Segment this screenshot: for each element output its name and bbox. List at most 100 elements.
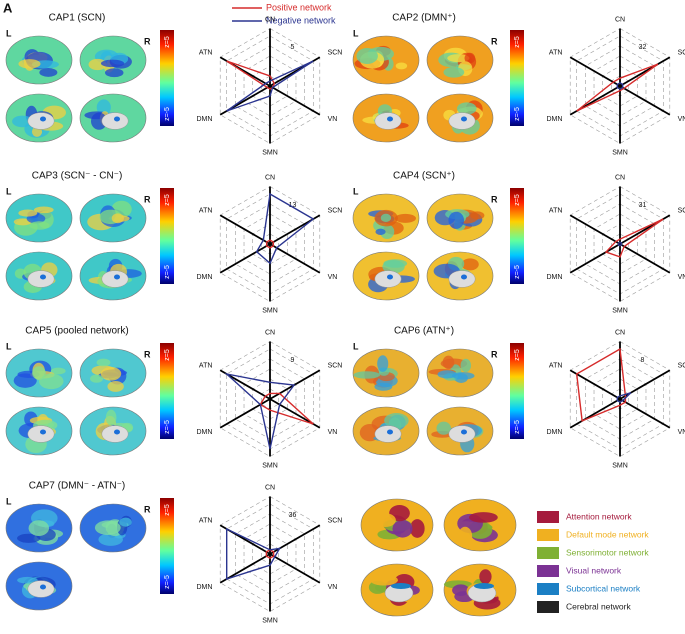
- brain-subcortex: [387, 429, 393, 435]
- colorbar-label: z=-5: [164, 575, 171, 589]
- colorbar: [160, 30, 174, 126]
- radar-axis-label: CN: [615, 174, 625, 181]
- network-label: Visual network: [566, 565, 622, 575]
- hemisphere-label: L: [6, 496, 12, 506]
- radar-series: [576, 63, 659, 112]
- colorbar: [510, 188, 524, 284]
- brain-patch: [469, 512, 498, 523]
- radar-axis: [219, 243, 271, 274]
- radar-tick-label: 13: [289, 202, 297, 209]
- brain-medial-wall: [448, 270, 476, 288]
- brain-patch: [443, 66, 465, 78]
- network-label: Default mode network: [566, 529, 649, 539]
- hemisphere-label: L: [353, 186, 359, 196]
- radar-axis-label: VN: [328, 274, 338, 281]
- brain-medial-wall: [27, 270, 55, 288]
- radar-axis-label: VN: [678, 429, 685, 436]
- brain-patch: [447, 54, 470, 63]
- brain-medial-wall: [27, 425, 55, 443]
- radar-axis-label: SCN: [678, 208, 685, 215]
- radar-axis: [269, 553, 321, 584]
- radar-axis-label: VN: [678, 116, 685, 123]
- hemisphere-label: R: [144, 349, 151, 359]
- legend-label: Positive network: [266, 2, 332, 12]
- radar-axis-label: ATN: [199, 363, 212, 370]
- brain-subcortex: [114, 274, 120, 280]
- brain-patch: [370, 574, 398, 586]
- brain-patch: [395, 62, 408, 70]
- brain-medial-wall: [374, 270, 402, 288]
- brain-patch: [32, 366, 46, 380]
- colorbar-label: z=-5: [164, 265, 171, 279]
- brain-patch: [460, 358, 472, 373]
- network-label: Cerebral network: [566, 601, 631, 611]
- brain-medial-wall: [27, 112, 55, 130]
- colorbar-label: z=-5: [514, 107, 521, 121]
- colorbar-label: z=5: [514, 36, 521, 48]
- brain-medial-wall: [448, 112, 476, 130]
- hemisphere-label: R: [491, 194, 498, 204]
- brain-patch: [90, 374, 104, 383]
- colorbar-label: z=5: [514, 194, 521, 206]
- brain-patch: [96, 99, 111, 116]
- radar-series: [617, 241, 623, 247]
- radar-axis-label: VN: [328, 116, 338, 123]
- radar-axis-label: VN: [678, 274, 685, 281]
- legend-label: Negative network: [266, 15, 336, 25]
- brain-subcortex: [40, 429, 46, 435]
- chart-title: CAP1 (SCN): [49, 13, 106, 24]
- chart-title: CAP2 (DMN⁺): [392, 13, 456, 24]
- brain-subcortex: [461, 429, 467, 435]
- chart-title: CAP3 (SCN⁻ - CN⁻): [32, 171, 123, 182]
- chart-title: CAP7 (DMN⁻ - ATN⁻): [29, 481, 125, 492]
- network-swatch: [537, 565, 559, 577]
- radar-series: [259, 392, 314, 425]
- radar-tick-label: 36: [289, 512, 297, 519]
- radar-axis-label: CN: [265, 16, 275, 23]
- chart-title: CAP5 (pooled network): [25, 326, 128, 337]
- brain-patch: [452, 372, 475, 380]
- colorbar: [160, 188, 174, 284]
- network-swatch: [537, 529, 559, 541]
- hemisphere-label: R: [144, 194, 151, 204]
- radar-axis-label: DMN: [546, 116, 562, 123]
- network-label: Sensorimotor network: [566, 547, 649, 557]
- colorbar-label: z=5: [514, 349, 521, 361]
- panel-label: A: [3, 0, 13, 15]
- radar-series: [255, 192, 315, 265]
- brain-patch: [107, 381, 124, 392]
- brain-patch: [377, 355, 389, 372]
- brain-patch: [448, 211, 465, 229]
- brain-subcortex: [461, 116, 467, 122]
- radar-series: [226, 60, 314, 112]
- brain-medial-wall: [448, 425, 476, 443]
- radar-series: [616, 82, 624, 90]
- brain-subcortex: [40, 274, 46, 280]
- brain-patch: [374, 382, 393, 391]
- hemisphere-label: L: [6, 186, 12, 196]
- colorbar: [510, 343, 524, 439]
- network-label: Subcortical network: [566, 583, 641, 593]
- brain-patch: [409, 519, 425, 538]
- brain-patch: [28, 520, 50, 536]
- brain-subcortex: [114, 429, 120, 435]
- network-swatch: [537, 511, 559, 523]
- brain-patch: [437, 370, 457, 379]
- hemisphere-label: L: [6, 341, 12, 351]
- hemisphere-label: L: [353, 28, 359, 38]
- brain-subcortex: [474, 583, 494, 589]
- brain-subcortex: [387, 116, 393, 122]
- brain-medial-wall: [101, 112, 129, 130]
- radar-axis: [569, 369, 621, 400]
- hemisphere-label: L: [6, 28, 12, 38]
- brain-patch: [18, 59, 41, 69]
- radar-series: [616, 392, 632, 403]
- brain-patch: [38, 373, 64, 390]
- radar-axis-label: SMN: [612, 462, 628, 469]
- radar-series: [265, 549, 275, 559]
- radar-series: [575, 347, 627, 422]
- hemisphere-label: R: [144, 36, 151, 46]
- network-swatch: [537, 601, 559, 613]
- brain-patch: [436, 421, 452, 435]
